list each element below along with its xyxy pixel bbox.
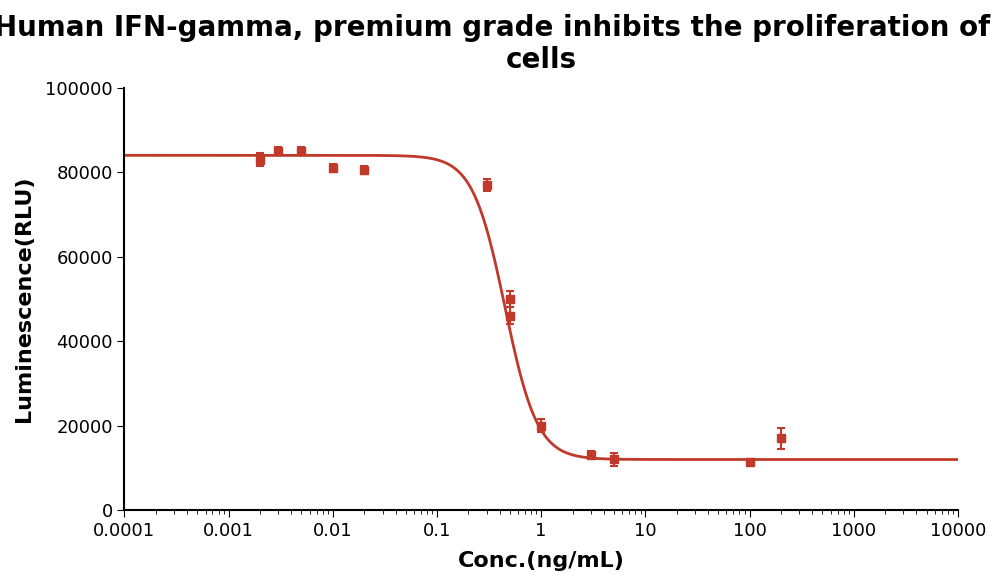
Y-axis label: Luminescence(RLU): Luminescence(RLU) (14, 176, 34, 422)
Title: Human IFN-gamma, premium grade inhibits the proliferation of HT-29
cells: Human IFN-gamma, premium grade inhibits … (0, 14, 1000, 74)
X-axis label: Conc.(ng/mL): Conc.(ng/mL) (458, 551, 625, 571)
